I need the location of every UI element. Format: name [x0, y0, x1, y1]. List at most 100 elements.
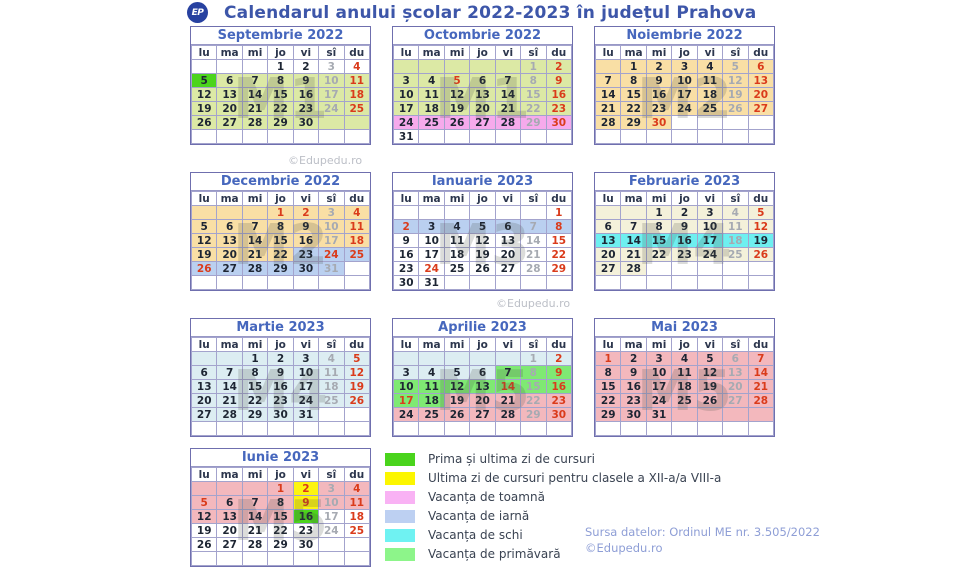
day-cell: 26 [747, 247, 775, 262]
day-cell: 4 [343, 205, 371, 220]
day-cell: 15 [620, 87, 647, 102]
day-header-cell: jo [469, 45, 496, 60]
day-cell: 23 [545, 393, 573, 408]
day-cell: 19 [469, 247, 496, 262]
day-header-cell: du [747, 191, 775, 206]
day-cell: 26 [722, 101, 749, 116]
day-cell: 20 [722, 379, 749, 394]
day-header-cell: jo [267, 191, 294, 206]
day-cell: 6 [469, 365, 496, 380]
day-cell [343, 261, 371, 276]
day-cell: 30 [545, 407, 573, 422]
day-cell [494, 205, 522, 220]
day-cell [343, 421, 371, 436]
day-cell: 20 [494, 247, 522, 262]
legend-swatch [385, 490, 415, 504]
day-cell: 15 [645, 233, 673, 248]
day-cell: 27 [722, 393, 749, 408]
day-cell: 20 [216, 101, 243, 116]
day-cell: 21 [494, 393, 522, 408]
day-cell: 19 [443, 101, 471, 116]
day-header-cell: jo [267, 45, 294, 60]
day-cell: 19 [190, 247, 218, 262]
day-header-cell: jo [469, 337, 496, 352]
day-cell: 5 [696, 351, 724, 366]
day-cell: 16 [620, 379, 647, 394]
day-cell: 28 [520, 261, 547, 276]
day-cell: 6 [216, 73, 243, 88]
day-cell: 8 [645, 219, 673, 234]
day-cell: 12 [747, 219, 775, 234]
month-title: Noiembrie 2022 [595, 27, 774, 45]
day-cell: 5 [190, 73, 218, 88]
day-header-cell: sî [722, 45, 749, 60]
day-cell: 16 [267, 379, 294, 394]
month-title: Decembrie 2022 [191, 173, 370, 191]
day-cell [520, 275, 547, 290]
day-cell: 29 [620, 115, 647, 130]
day-cell [392, 205, 420, 220]
source-note: Sursa datelor: Ordinul ME nr. 3.505/2022… [585, 524, 820, 556]
day-cell: 22 [267, 101, 294, 116]
day-cell: 30 [545, 115, 573, 130]
day-cell: 13 [722, 365, 749, 380]
legend-item: Vacanța de iarnă [385, 509, 721, 523]
day-cell: 13 [216, 233, 243, 248]
day-header-cell: vi [292, 337, 320, 352]
day-header-cell: jo [469, 191, 496, 206]
day-cell: 14 [494, 379, 522, 394]
day-cell: 25 [343, 247, 371, 262]
day-header-cell: vi [696, 337, 724, 352]
day-header-cell: sî [520, 191, 547, 206]
day-cell: 22 [594, 393, 622, 408]
day-cell [392, 351, 420, 366]
day-header-cell: du [545, 337, 573, 352]
month-noiembrie-2022: Noiembrie 2022 lu ma mi jo vi sî du 1 2 3 4 5 6 7 8 9 10 1… [594, 26, 775, 145]
day-cell [722, 129, 749, 144]
day-cell [318, 407, 345, 422]
day-cell [594, 275, 622, 290]
day-cell: 24 [392, 407, 420, 422]
day-cell: 23 [392, 261, 420, 276]
day-cell [292, 275, 320, 290]
day-cell: 12 [696, 365, 724, 380]
day-header-cell: mi [241, 467, 269, 482]
day-cell [216, 481, 243, 496]
day-cell: 29 [520, 407, 547, 422]
day-cell: 1 [267, 59, 294, 74]
day-cell: 15 [267, 233, 294, 248]
day-header-cell: ma [418, 337, 445, 352]
day-cell: 26 [443, 407, 471, 422]
day-cell: 19 [190, 101, 218, 116]
day-cell [722, 261, 749, 276]
day-header-cell: mi [241, 45, 269, 60]
day-cell: 13 [747, 73, 775, 88]
day-header-cell: ma [216, 467, 243, 482]
day-cell: 29 [545, 261, 573, 276]
day-header-cell: du [343, 337, 371, 352]
day-cell: 27 [469, 115, 496, 130]
day-cell: 28 [216, 407, 243, 422]
page-header: EP Calendarul anului școlar 2022-2023 în… [187, 2, 756, 23]
day-header-cell: mi [645, 337, 673, 352]
day-cell: 22 [267, 523, 294, 538]
day-cell [494, 59, 522, 74]
day-cell: 19 [343, 379, 371, 394]
day-cell: 9 [645, 73, 673, 88]
day-cell: 3 [671, 59, 698, 74]
day-header-cell: jo [267, 337, 294, 352]
day-header-cell: du [747, 45, 775, 60]
day-cell [696, 407, 724, 422]
day-header-cell: sî [520, 45, 547, 60]
day-header-cell: ma [620, 191, 647, 206]
page-title: Calendarul anului școlar 2022-2023 în ju… [224, 2, 757, 23]
day-cell: 13 [216, 509, 243, 524]
day-cell: 14 [594, 87, 622, 102]
day-cell [343, 275, 371, 290]
day-cell: 28 [594, 115, 622, 130]
legend-item: Vacanța de primăvară [385, 547, 721, 561]
day-cell: 18 [418, 393, 445, 408]
day-cell [696, 421, 724, 436]
day-cell [241, 421, 269, 436]
day-cell: 20 [747, 87, 775, 102]
